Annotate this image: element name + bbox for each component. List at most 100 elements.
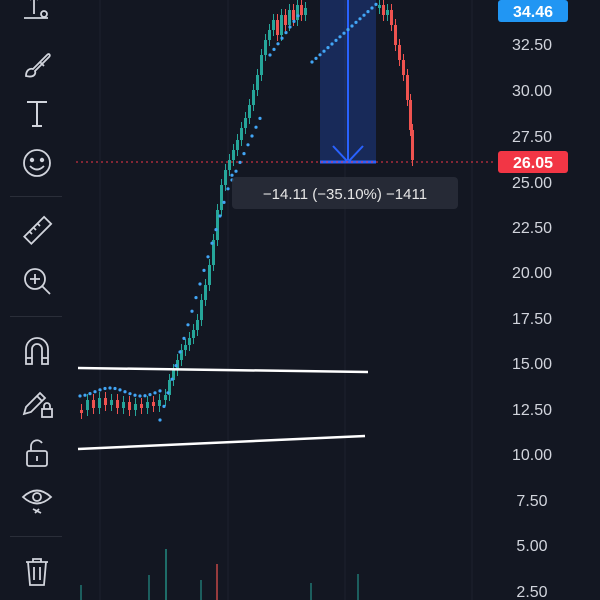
candle bbox=[236, 140, 239, 150]
sar-dot bbox=[362, 13, 366, 17]
price-axis-label: 15.00 bbox=[512, 356, 552, 373]
sar-dot bbox=[296, 14, 300, 18]
candle bbox=[300, 5, 303, 15]
sar-dot bbox=[318, 53, 322, 57]
magnet-tool-icon[interactable] bbox=[16, 330, 58, 372]
lock-drawing-tool-icon[interactable] bbox=[16, 382, 58, 424]
candle bbox=[152, 402, 155, 406]
candle bbox=[288, 10, 291, 25]
candle bbox=[228, 160, 231, 170]
candle bbox=[276, 20, 279, 35]
sar-dot bbox=[158, 418, 162, 422]
candle bbox=[411, 130, 414, 160]
candle bbox=[268, 30, 271, 40]
candle bbox=[158, 400, 161, 406]
candle bbox=[176, 360, 179, 370]
sar-dot bbox=[374, 2, 378, 6]
zoom-in-tool-icon[interactable] bbox=[16, 260, 58, 302]
sar-dot bbox=[174, 364, 178, 368]
candle bbox=[180, 350, 183, 360]
measure-label: −14.11 (−35.10%) −1411 bbox=[263, 186, 427, 203]
sar-dot bbox=[234, 169, 238, 173]
candle bbox=[116, 400, 119, 408]
toolbar-separator bbox=[10, 316, 62, 317]
text-tool-icon[interactable] bbox=[16, 92, 58, 134]
candles bbox=[80, 0, 414, 419]
ruler-tool-icon[interactable] bbox=[16, 210, 58, 252]
price-axis-label: 10.00 bbox=[512, 447, 552, 464]
emoji-tool-icon[interactable] bbox=[16, 142, 58, 184]
high-price-badge bbox=[498, 0, 568, 22]
price-axis-label: 25.00 bbox=[512, 175, 552, 192]
lower-trend-line[interactable] bbox=[77, 434, 366, 451]
candle bbox=[104, 398, 107, 405]
sar-dot bbox=[338, 35, 342, 39]
sar-dot bbox=[202, 268, 206, 272]
price-axis[interactable]: 32.50 30.00 27.50 25.00 22.50 20.00 17.5… bbox=[512, 37, 552, 600]
anchored-text-tool-icon[interactable] bbox=[16, 0, 58, 30]
candle bbox=[204, 285, 207, 300]
sar-dot bbox=[166, 391, 170, 395]
sar-dot bbox=[246, 143, 250, 147]
sar-dot bbox=[78, 394, 82, 398]
sar-dot bbox=[93, 390, 97, 394]
sar-dot bbox=[148, 393, 152, 397]
candle bbox=[409, 100, 412, 130]
sar-dot bbox=[118, 388, 122, 392]
candle bbox=[98, 398, 101, 408]
candle bbox=[188, 338, 191, 345]
sar-dot bbox=[342, 31, 346, 35]
brush-tool-icon[interactable] bbox=[16, 44, 58, 86]
candle bbox=[80, 410, 83, 413]
price-axis-label: 7.50 bbox=[516, 493, 547, 510]
candle bbox=[272, 20, 275, 30]
sar-dot bbox=[108, 386, 112, 390]
current-price-badge-text: 26.05 bbox=[513, 155, 553, 172]
candle bbox=[168, 380, 171, 395]
candle bbox=[140, 404, 143, 408]
sar-dot bbox=[366, 10, 370, 14]
candle bbox=[386, 10, 389, 15]
sar-dot bbox=[83, 393, 87, 397]
sar-dot bbox=[206, 255, 210, 259]
candle bbox=[296, 5, 299, 20]
candle bbox=[248, 105, 251, 118]
visibility-tool-icon[interactable] bbox=[16, 478, 58, 520]
sar-dot bbox=[280, 36, 284, 40]
candle bbox=[220, 185, 223, 210]
candle bbox=[134, 404, 137, 410]
candle bbox=[128, 402, 131, 410]
upper-trend-line[interactable] bbox=[77, 366, 369, 374]
candle bbox=[86, 400, 89, 410]
sar-dot bbox=[133, 393, 137, 397]
candle bbox=[292, 10, 295, 20]
sar-dot bbox=[326, 46, 330, 50]
current-price-badge bbox=[498, 151, 568, 173]
candle bbox=[244, 118, 247, 128]
price-axis-label: 20.00 bbox=[512, 265, 552, 282]
candle bbox=[192, 330, 195, 338]
candle bbox=[146, 402, 149, 408]
candle bbox=[110, 400, 113, 405]
unlock-tool-icon[interactable] bbox=[16, 432, 58, 474]
candle bbox=[224, 170, 227, 185]
candle bbox=[252, 90, 255, 105]
sar-dot bbox=[354, 20, 358, 24]
sar-dot bbox=[254, 125, 258, 129]
sar-dot bbox=[242, 152, 246, 156]
candle bbox=[394, 25, 397, 45]
sar-dot bbox=[310, 60, 314, 64]
candle bbox=[398, 45, 401, 60]
sar-dot bbox=[350, 24, 354, 28]
sar-dot bbox=[162, 404, 166, 408]
price-axis-label: 5.00 bbox=[516, 538, 547, 555]
sar-dot bbox=[226, 187, 230, 191]
measure-label-box bbox=[232, 177, 458, 209]
candle bbox=[184, 345, 187, 350]
candle bbox=[200, 300, 203, 320]
candle bbox=[216, 210, 219, 240]
trash-tool-icon[interactable] bbox=[16, 550, 58, 592]
sar-dot bbox=[186, 323, 190, 327]
sar-dot bbox=[288, 25, 292, 29]
